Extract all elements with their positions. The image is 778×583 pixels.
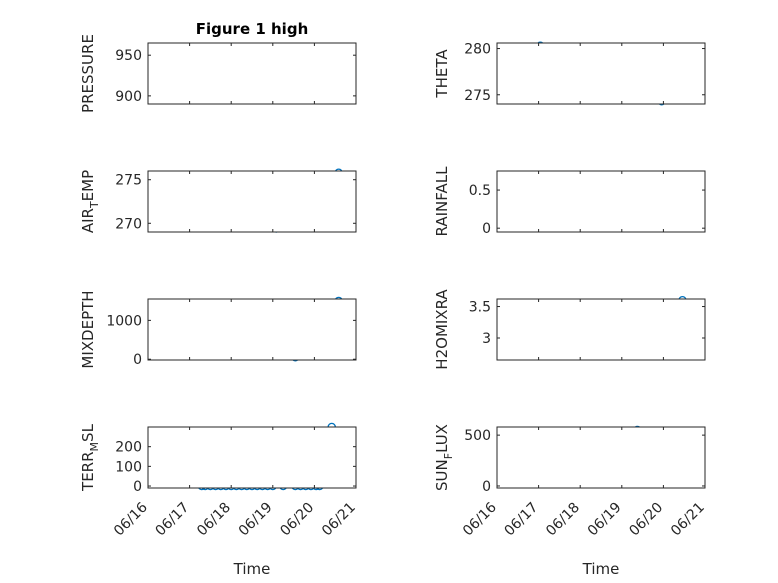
y-tick-label: 270 — [115, 216, 142, 232]
subplot-1: 900 950 PRESSURE Figure 1 high — [79, 20, 357, 113]
y-axis-label: H2OMIXRA — [433, 289, 451, 370]
x-tick-label: 06/17 — [502, 500, 542, 540]
axes-frame — [147, 298, 357, 361]
x-axis-label: Time — [582, 560, 620, 578]
y-axis-label: PRESSURE — [79, 34, 97, 113]
y-tick-label: 3 — [482, 331, 491, 347]
x-tick-label: 06/20 — [626, 500, 666, 540]
y-tick-label: 500 — [464, 428, 491, 444]
y-tick-label: 1000 — [106, 313, 142, 329]
subplot-2: 275 280 THETA — [433, 41, 706, 106]
axes-frame — [147, 426, 357, 489]
axes-frame — [147, 170, 357, 233]
axes-frame — [496, 170, 706, 233]
x-tick-label: 06/17 — [153, 500, 193, 540]
y-axis-label: THETA — [433, 49, 451, 99]
x-tick-label: 06/16 — [111, 499, 151, 539]
subplot-8: 0 500 06/16 06/17 06/18 06/19 06/20 06/21 SUNFLU… — [433, 424, 708, 578]
x-tick-label: 06/18 — [194, 500, 234, 540]
x-tick-label: 06/18 — [543, 500, 583, 540]
y-tick-label: 3.5 — [469, 300, 491, 316]
y-tick-label: 0 — [133, 352, 142, 368]
y-axis-label: RAINFALL — [433, 166, 451, 237]
x-axis-label: Time — [233, 560, 271, 578]
y-tick-label: 0.5 — [469, 183, 491, 199]
x-tick-label: 06/19 — [585, 500, 625, 540]
y-axis-label: SUNFLUX — [433, 424, 455, 491]
axes-frame — [496, 426, 706, 489]
x-tick-label: 06/21 — [668, 500, 708, 540]
y-tick-label: 0 — [133, 479, 142, 495]
y-tick-label: 275 — [464, 88, 491, 104]
y-tick-label: 275 — [115, 173, 142, 189]
y-tick-label: 0 — [482, 221, 491, 237]
y-tick-label: 0 — [482, 479, 491, 495]
y-tick-label: 200 — [115, 440, 142, 456]
chart-title: Figure 1 high — [196, 20, 309, 38]
y-axis-label: MIXDEPTH — [79, 290, 97, 368]
y-tick-label: 280 — [464, 42, 491, 58]
x-tick-label: 06/21 — [319, 500, 359, 540]
y-tick-label: 900 — [115, 89, 142, 105]
axes-frame — [496, 298, 706, 361]
y-tick-label: 950 — [115, 48, 142, 64]
y-tick-label: 100 — [115, 459, 142, 475]
x-tick-label: 06/20 — [277, 500, 317, 540]
y-axis-label: TERRMSL — [79, 423, 101, 492]
x-tick-label: 06/16 — [460, 499, 500, 539]
axes-frame — [496, 42, 706, 105]
subplot-3: 270 275 AIRTEMP — [79, 168, 357, 233]
x-tick-label: 06/19 — [236, 500, 276, 540]
subplot-6: 3 3.5 H2OMIXRA — [433, 289, 706, 370]
subplot-4: 0 0.5 RAINFALL — [433, 166, 706, 237]
axes-frame — [147, 42, 357, 105]
y-axis-label: AIRTEMP — [79, 170, 101, 233]
subplot-7: 0 100 200 06/16 06/17 06/18 06/19 06/20 06/21 TER… — [79, 422, 359, 578]
subplot-5: 0 1000 MIXDEPTH — [79, 290, 357, 369]
